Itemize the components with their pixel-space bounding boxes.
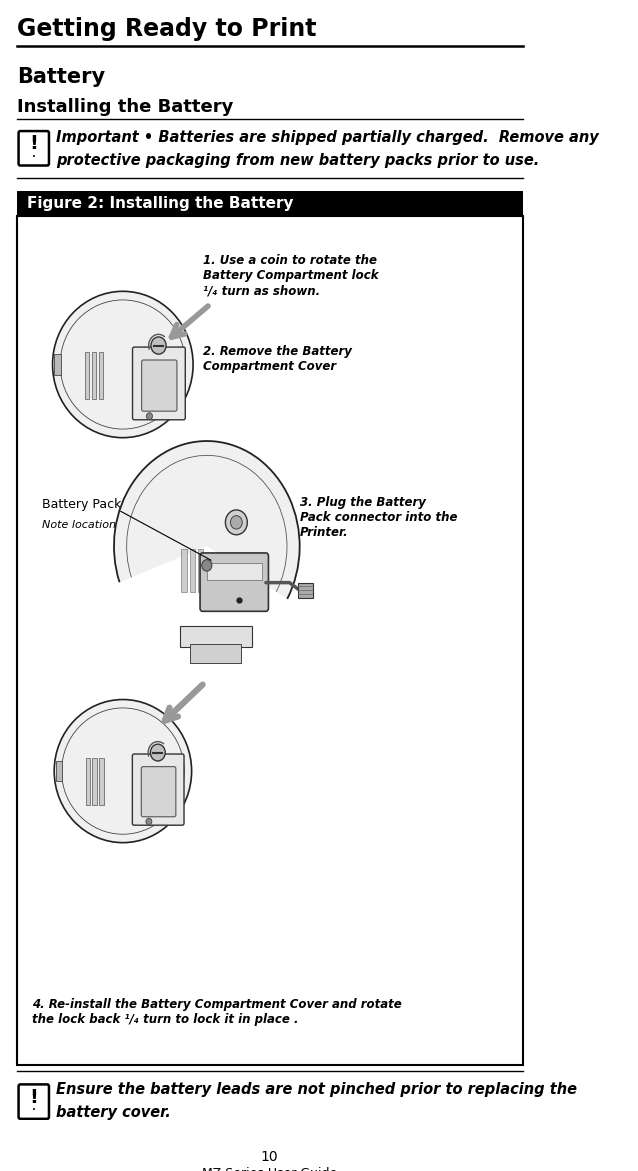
Text: Note location of label: Note location of label: [42, 520, 161, 530]
Circle shape: [151, 337, 166, 354]
FancyBboxPatch shape: [142, 359, 177, 411]
Text: Installing the Battery: Installing the Battery: [17, 97, 234, 116]
Bar: [85, 759, 90, 804]
Circle shape: [202, 560, 212, 571]
Bar: [93, 759, 97, 804]
Text: 1. Use a coin to rotate the
Battery Compartment lock
¹/₄ turn as shown.: 1. Use a coin to rotate the Battery Comp…: [203, 254, 378, 297]
FancyBboxPatch shape: [200, 553, 269, 611]
Text: battery cover.: battery cover.: [56, 1105, 170, 1119]
Bar: [99, 759, 103, 804]
Text: 10: 10: [260, 1150, 278, 1164]
Ellipse shape: [52, 292, 193, 438]
Text: •: •: [32, 153, 36, 160]
FancyBboxPatch shape: [132, 754, 184, 826]
Wedge shape: [114, 441, 300, 598]
Bar: [92, 351, 96, 399]
Bar: [17, 191, 523, 217]
Circle shape: [230, 515, 242, 529]
Circle shape: [146, 819, 152, 824]
Text: !: !: [29, 135, 38, 153]
Bar: [54, 354, 61, 375]
Bar: [181, 549, 186, 593]
FancyBboxPatch shape: [19, 1084, 49, 1118]
Text: !: !: [29, 1088, 38, 1107]
Bar: [85, 351, 89, 399]
Bar: [198, 549, 204, 593]
Text: Figure 2: Installing the Battery: Figure 2: Installing the Battery: [27, 197, 293, 211]
Text: Battery Pack: Battery Pack: [42, 499, 122, 512]
FancyBboxPatch shape: [141, 767, 176, 817]
FancyBboxPatch shape: [19, 131, 49, 165]
Bar: [180, 625, 251, 646]
FancyBboxPatch shape: [133, 347, 185, 419]
Text: Important • Batteries are shipped partially charged.  Remove any: Important • Batteries are shipped partia…: [56, 130, 598, 145]
Bar: [98, 351, 103, 399]
Ellipse shape: [54, 699, 191, 843]
Text: Ensure the battery leads are not pinched prior to replacing the: Ensure the battery leads are not pinched…: [56, 1082, 577, 1097]
Text: 3. Plug the Battery
Pack connector into the
Printer.: 3. Plug the Battery Pack connector into …: [300, 495, 457, 539]
Bar: [190, 644, 241, 663]
Bar: [56, 761, 62, 781]
Circle shape: [225, 509, 248, 535]
Bar: [298, 583, 313, 598]
Text: Battery: Battery: [17, 67, 105, 87]
Text: Getting Ready to Print: Getting Ready to Print: [17, 18, 316, 41]
Text: protective packaging from new battery packs prior to use.: protective packaging from new battery pa…: [56, 153, 539, 169]
Text: 4. Re-install the Battery Compartment Cover and rotate
the lock back ¹/₄ turn to: 4. Re-install the Battery Compartment Co…: [32, 998, 402, 1026]
Bar: [190, 549, 195, 593]
Text: •: •: [32, 1108, 36, 1114]
Text: MZ Series User Guide: MZ Series User Guide: [202, 1167, 337, 1171]
Text: 2. Remove the Battery
Compartment Cover: 2. Remove the Battery Compartment Cover: [203, 345, 352, 374]
Bar: [17, 217, 523, 1064]
Bar: [207, 562, 262, 580]
Circle shape: [151, 744, 165, 761]
Circle shape: [146, 412, 152, 419]
